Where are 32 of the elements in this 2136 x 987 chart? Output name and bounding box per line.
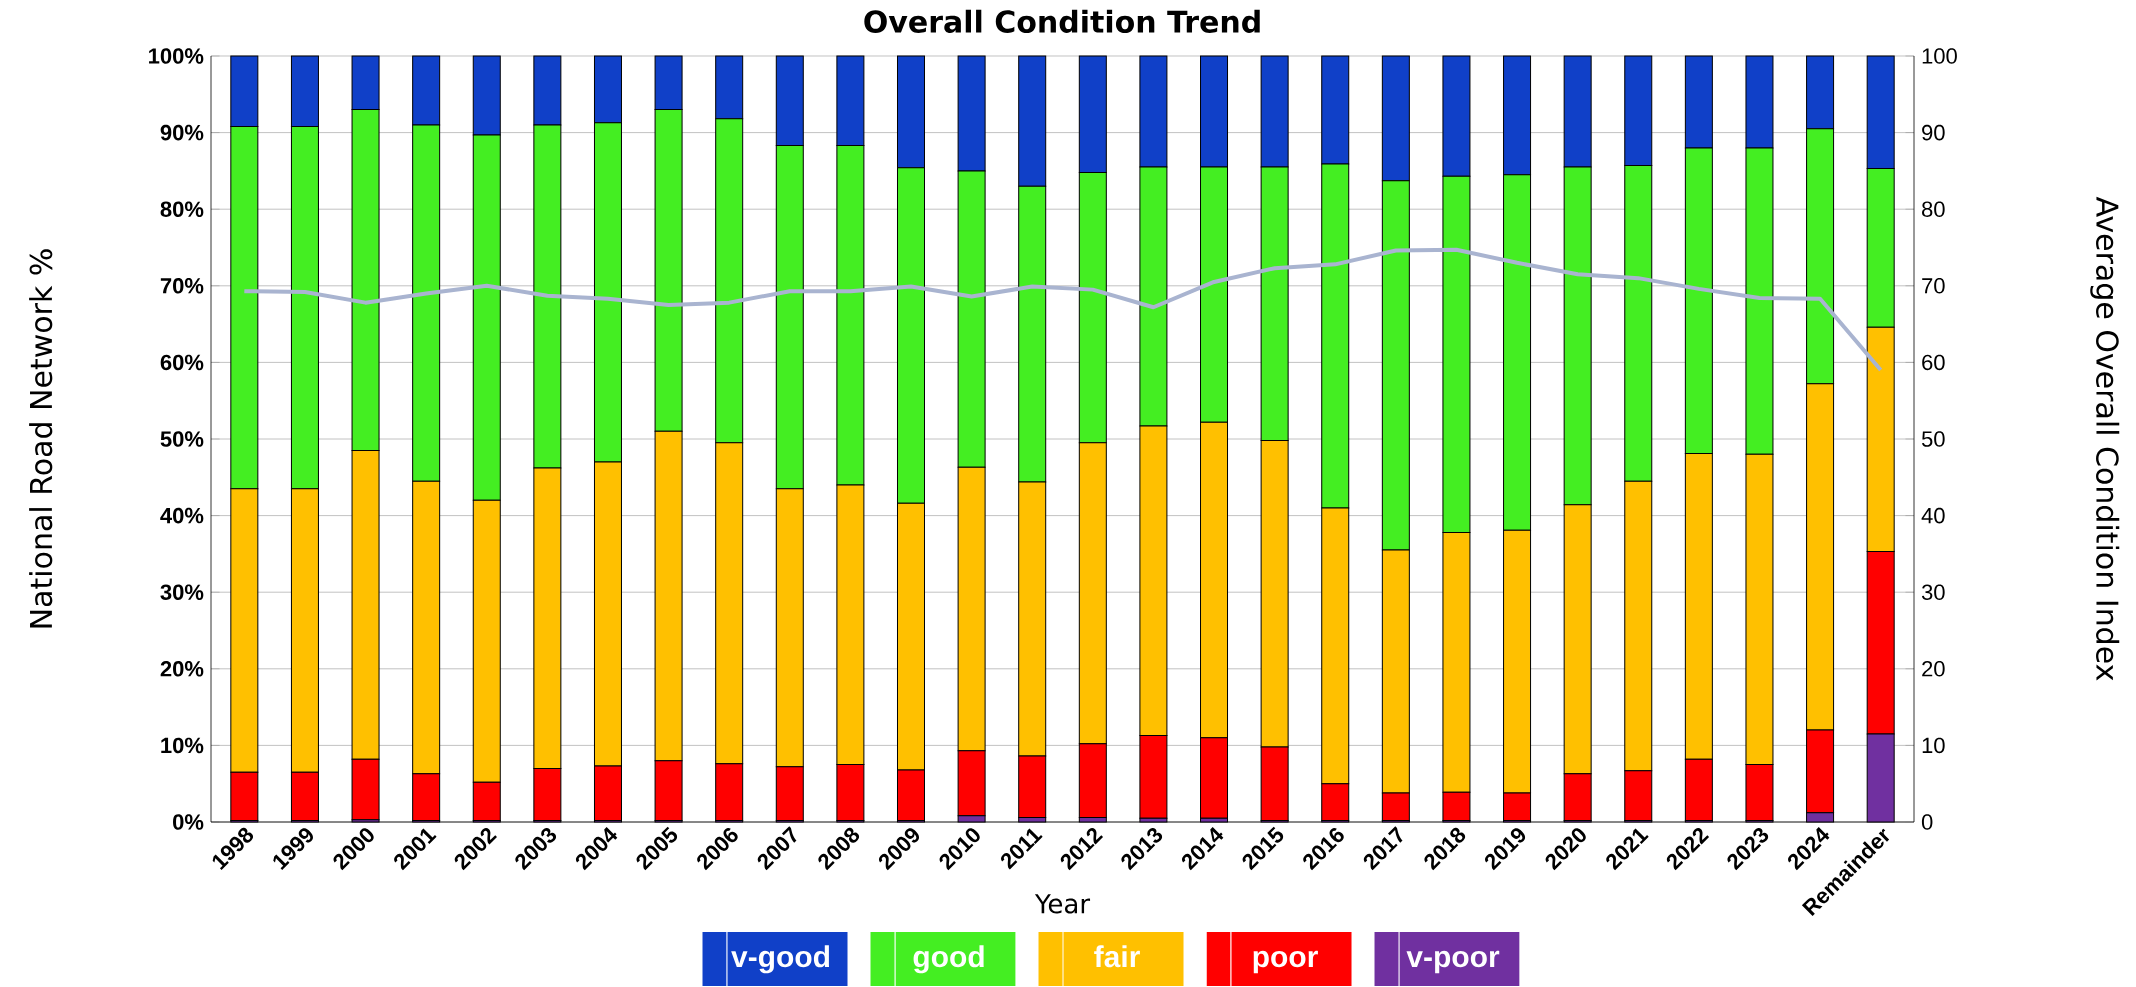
legend-label: v-poor — [1406, 950, 1500, 974]
y2-tick-label: 40 — [1921, 507, 1945, 524]
y2-tick-label: 50 — [1921, 431, 1945, 447]
y-tick-label: 30% — [160, 584, 204, 601]
y-tick-label: 60% — [160, 354, 204, 371]
y2-tick-label: 60 — [1922, 354, 1945, 371]
y2-tick-label: 20 — [1922, 661, 1945, 677]
chart-title: Overall Condition Trend — [864, 9, 1260, 33]
x-axis-title: Year — [1034, 894, 1091, 914]
y2-tick-label: 70 — [1922, 278, 1945, 294]
y-tick-label: 0% — [173, 814, 204, 830]
y-tick-label: 70% — [160, 278, 204, 294]
legend-label: good — [913, 945, 984, 974]
y-tick-label: 10% — [161, 737, 204, 754]
legend-label: poor — [1253, 950, 1318, 974]
y2-tick-label: 10 — [1922, 737, 1945, 754]
y2-tick-label: 30 — [1921, 584, 1945, 600]
y-tick-label: 100% — [149, 48, 204, 64]
y-tick-label: 20% — [160, 661, 204, 677]
y2-axis-title: Average Overall Condition Index — [2090, 196, 2120, 681]
y-tick-label: 50% — [160, 431, 204, 447]
line-series — [242, 247, 1883, 373]
y-tick-label: 80% — [160, 201, 204, 217]
y2-tick-label: 0 — [1921, 814, 1933, 830]
y2-tick-label: 90 — [1922, 124, 1945, 141]
legend-label: fair — [1094, 945, 1140, 968]
y-tick-label: 90% — [160, 124, 204, 141]
y2-tick-label: 100 — [1922, 48, 1957, 64]
y-tick-label: 40% — [160, 507, 204, 524]
legend-label: v-good — [731, 945, 830, 974]
y-axis-title: National Road Network % — [29, 249, 53, 628]
y2-tick-label: 80 — [1922, 201, 1945, 217]
